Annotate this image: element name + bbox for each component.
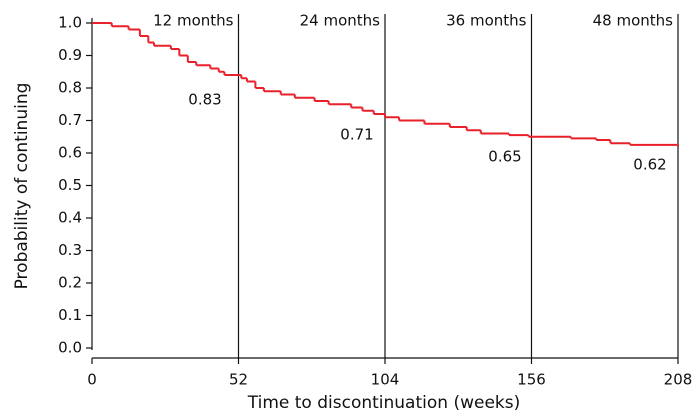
y-tick-label: 0.6 — [58, 144, 82, 162]
y-tick-label: 0.9 — [58, 46, 82, 64]
y-tick-label: 1.0 — [58, 14, 82, 32]
annotation: 36 months — [446, 12, 527, 30]
y-tick-label: 0.3 — [58, 241, 82, 259]
x-tick-label: 104 — [371, 371, 400, 389]
x-tick-label: 208 — [664, 371, 693, 389]
y-axis-label: Probability of continuing — [12, 83, 32, 290]
y-tick-label: 0.8 — [58, 79, 82, 97]
x-axis-label: Time to discontinuation (weeks) — [247, 393, 520, 413]
x-tick-label: 0 — [87, 371, 97, 389]
y-tick-label: 0.7 — [58, 111, 82, 129]
y-tick-label: 0.0 — [58, 339, 82, 357]
y-tick-label: 0.1 — [58, 306, 82, 324]
y-tick-label: 0.5 — [58, 176, 82, 194]
value-label: 0.71 — [340, 126, 373, 144]
x-tick-label: 52 — [229, 371, 248, 389]
x-tick-label: 156 — [517, 371, 546, 389]
y-tick-label: 0.4 — [58, 209, 82, 227]
value-label: 0.62 — [633, 156, 666, 174]
value-label: 0.83 — [188, 91, 221, 109]
annotation: 48 months — [593, 12, 674, 30]
value-label: 0.65 — [488, 148, 521, 166]
y-tick-label: 0.2 — [58, 274, 82, 292]
annotation: 12 months — [153, 12, 234, 30]
annotation: 24 months — [300, 12, 381, 30]
